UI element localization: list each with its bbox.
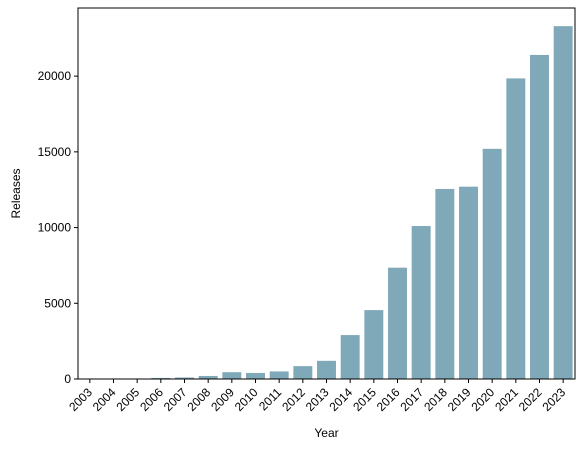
x-tick-label: 2009 [208,385,237,414]
y-axis-ticks: 0 5000 10000 15000 20000 [38,69,78,386]
x-tick-label: 2012 [279,385,308,414]
bar-2019 [459,186,478,379]
x-tick-label: 2005 [114,385,143,414]
bar-2023 [553,26,573,380]
y-tick-label: 5000 [44,296,71,310]
x-tick-label: 2011 [256,385,284,413]
x-tick-label: 2021 [492,385,521,414]
x-tick-label: 2019 [445,385,474,414]
bar-2018 [435,188,455,379]
x-tick-label: 2004 [90,385,119,414]
x-tick-label: 2022 [516,385,545,414]
x-tick-label: 2015 [350,385,379,414]
bar-2010 [246,372,265,379]
bar-2020 [482,148,502,379]
bars-group [80,26,573,380]
bar-2007 [175,377,194,379]
x-tick-label: 2006 [137,385,166,414]
y-tick-label: 0 [64,372,71,386]
bar-2011 [269,371,289,379]
x-tick-label: 2020 [469,385,498,414]
bar-2017 [411,226,431,379]
bar-2009 [222,372,242,379]
bar-2008 [198,375,218,379]
x-axis-ticks: 2003200420052006200720082009201020112012… [66,379,569,414]
x-tick-label: 2013 [303,385,332,414]
y-tick-label: 15000 [38,145,72,159]
x-tick-label: 2010 [232,385,261,414]
y-axis-label: Releases [9,168,23,218]
bar-2013 [317,360,336,379]
bar-2021 [506,78,526,380]
x-tick-label: 2016 [374,385,403,414]
bar-2016 [388,267,407,379]
plot-frame [77,7,576,380]
y-tick-label: 20000 [38,69,72,83]
bar-2006 [151,377,171,379]
x-tick-label: 2017 [398,385,427,414]
x-tick-label: 2008 [185,385,214,414]
x-axis-label: Year [314,426,338,440]
x-tick-label: 2023 [540,385,569,414]
bar-2022 [530,54,549,379]
bar-2012 [293,366,313,379]
x-tick-label: 2018 [421,385,450,414]
bar-2015 [364,310,384,379]
y-tick-label: 10000 [38,221,72,235]
bar-2014 [340,335,360,379]
x-tick-label: 2003 [66,385,95,414]
x-tick-label: 2014 [327,385,356,414]
x-tick-label: 2007 [161,385,190,414]
